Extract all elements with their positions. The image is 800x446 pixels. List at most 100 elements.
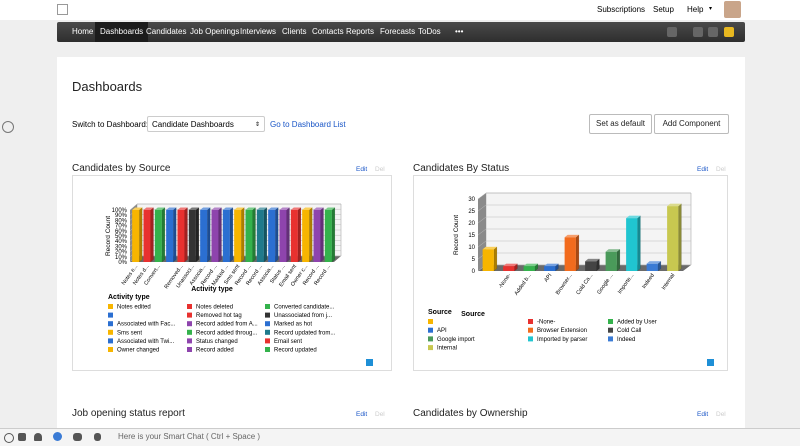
bar-side xyxy=(514,263,518,272)
del-link[interactable]: Del xyxy=(716,166,726,173)
legend-swatch xyxy=(187,347,192,352)
nav-more[interactable]: ••• xyxy=(455,27,464,36)
bar-top xyxy=(132,207,143,210)
bar-top xyxy=(585,258,600,262)
mail-icon[interactable] xyxy=(724,27,734,37)
bar-top-shade xyxy=(626,215,641,219)
legend-swatch xyxy=(108,347,113,352)
nav-item[interactable]: Clients xyxy=(282,27,307,36)
bar-side-shade xyxy=(657,261,661,271)
bar-top-shade xyxy=(154,207,165,210)
bar-top xyxy=(188,207,199,210)
add-component-button[interactable]: Add Component xyxy=(654,114,729,134)
nav-item[interactable]: Interviews xyxy=(240,27,277,36)
bar xyxy=(503,263,518,272)
bar-side xyxy=(555,263,559,272)
x-tick-label: Added b... xyxy=(514,272,534,296)
calendar-icon[interactable] xyxy=(708,27,718,37)
dashboard-select[interactable]: Candidate Dashboards ⇕ xyxy=(147,116,265,132)
notification-icon[interactable] xyxy=(34,433,42,441)
setup-link[interactable]: Setup xyxy=(653,5,674,14)
widget-box xyxy=(413,175,728,371)
y-tick-label: 20 xyxy=(468,221,475,227)
bar-top-shade xyxy=(143,207,154,210)
legend-label: Associated with Twi... xyxy=(117,339,175,345)
chat-icon[interactable] xyxy=(4,433,14,443)
bar-side-shade xyxy=(637,215,641,271)
bar xyxy=(523,263,539,272)
bar-top xyxy=(302,207,313,210)
select-caret: ⇕ xyxy=(254,122,260,128)
contacts-icon[interactable] xyxy=(73,433,82,441)
del-link[interactable]: Del xyxy=(716,411,726,418)
edit-link[interactable]: Edit xyxy=(356,411,368,418)
x-tick-label: Internal xyxy=(661,273,676,291)
bar-side xyxy=(616,248,621,272)
legend-swatch xyxy=(187,338,192,344)
legend-swatch xyxy=(108,329,113,335)
bar-top xyxy=(626,215,641,219)
x-tick-label: -None- xyxy=(498,273,513,290)
y-tick-label: 10% xyxy=(115,255,128,261)
bar xyxy=(211,207,222,263)
add-icon[interactable] xyxy=(693,27,703,37)
bar-front xyxy=(564,237,576,271)
nav-item[interactable]: Candidates xyxy=(146,27,187,36)
edit-link[interactable]: Edit xyxy=(697,166,709,173)
set-default-button[interactable]: Set as default xyxy=(589,114,652,134)
bar-front xyxy=(256,210,264,262)
nav-item[interactable]: Reports xyxy=(346,27,375,36)
y-tick-label: 40% xyxy=(115,239,128,245)
history-icon[interactable] xyxy=(2,121,14,133)
help-menu[interactable]: Help xyxy=(687,5,704,14)
legend-label: Associated with Fac... xyxy=(117,322,176,328)
bar-top-shade xyxy=(324,207,335,210)
subscriptions-link[interactable]: Subscriptions xyxy=(597,5,646,14)
edit-link[interactable]: Edit xyxy=(356,166,368,173)
bar-top xyxy=(544,263,559,267)
bar-side-shade xyxy=(229,207,233,262)
legend-swatch xyxy=(265,338,270,344)
nav-item-active[interactable]: Dashboards xyxy=(95,22,149,42)
user-icon[interactable] xyxy=(94,433,101,441)
del-link[interactable]: Del xyxy=(375,166,385,173)
edit-link[interactable]: Edit xyxy=(697,411,709,418)
bar-side-shade xyxy=(241,207,245,262)
bar-side-shade xyxy=(297,207,301,262)
legend-swatch xyxy=(265,312,270,318)
nav-item[interactable]: Job Openings xyxy=(190,27,240,36)
bot-icon[interactable] xyxy=(53,432,62,441)
bar-side-shade xyxy=(596,258,600,271)
user-avatar[interactable] xyxy=(724,1,741,18)
bar-top xyxy=(200,207,211,210)
bar-front xyxy=(211,210,219,262)
bar xyxy=(302,207,313,263)
bar-side-shade xyxy=(678,203,682,271)
bar-front xyxy=(177,210,185,262)
page-title: Dashboards xyxy=(72,79,143,94)
bar-top-shade xyxy=(646,261,661,264)
nav-item[interactable]: Contacts xyxy=(312,27,344,36)
legend-label: Owner changed xyxy=(117,348,159,354)
bar-front xyxy=(188,210,196,262)
chat-icon[interactable] xyxy=(18,433,26,441)
smart-chat-input[interactable]: Here is your Smart Chat ( Ctrl + Space ) xyxy=(118,432,261,441)
legend-label: Indeed xyxy=(617,337,635,343)
bar-side-shade xyxy=(514,263,518,271)
chart-icon[interactable] xyxy=(707,359,714,366)
del-link[interactable]: Del xyxy=(375,411,385,418)
nav-item[interactable]: ToDos xyxy=(418,27,441,36)
nav-item[interactable]: Home xyxy=(72,27,94,36)
bar-top xyxy=(166,207,177,210)
bar-side-shade xyxy=(616,249,620,271)
search-icon[interactable] xyxy=(667,27,677,37)
bar-front xyxy=(503,266,515,271)
dashboard-list-link[interactable]: Go to Dashboard List xyxy=(270,120,346,129)
legend-title: Activity type xyxy=(108,294,150,301)
nav-item[interactable]: Forecasts xyxy=(380,27,416,36)
legend-label: Record updated xyxy=(274,348,317,354)
bar-front xyxy=(313,210,321,262)
bar-top xyxy=(234,207,245,210)
chart-icon[interactable] xyxy=(366,359,373,366)
bar-side xyxy=(534,263,539,272)
